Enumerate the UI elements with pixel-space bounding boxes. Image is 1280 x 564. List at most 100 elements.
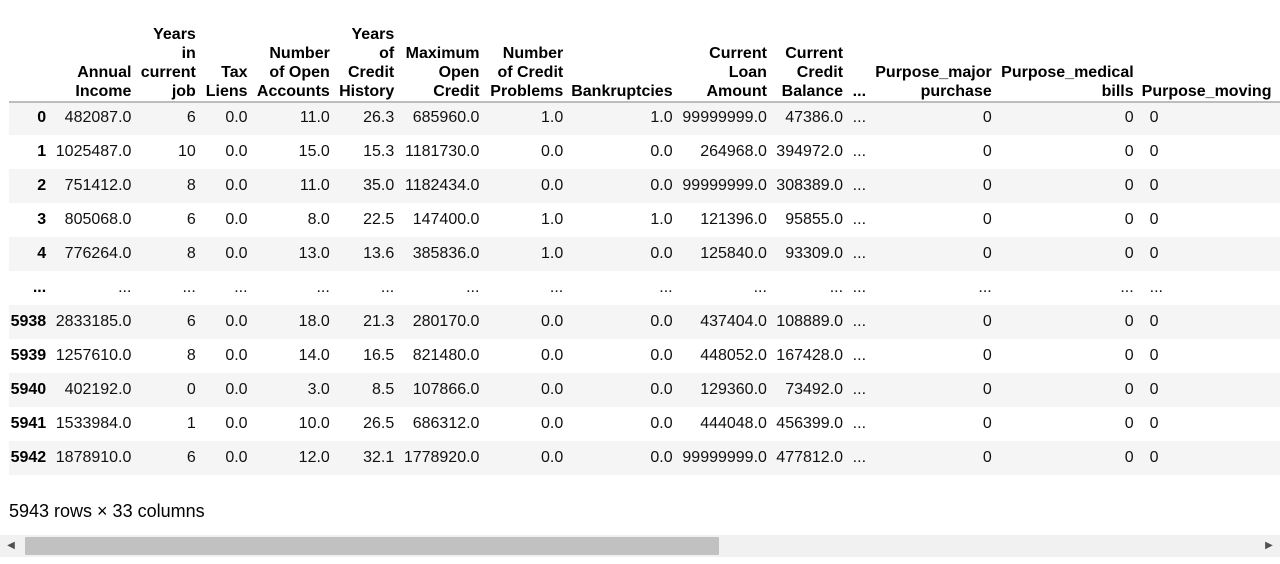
table-cell: 821480.0 (412, 347, 480, 364)
column-header-max-open-credit: Maximum Open Credit (405, 45, 480, 100)
table-cell: ... (852, 109, 867, 126)
table-cell: 1 (186, 415, 196, 432)
table-cell: 0.0 (225, 381, 248, 398)
scroll-right-arrow-icon[interactable]: ▶ (1265, 540, 1273, 551)
table-cell: 1.0 (540, 211, 564, 228)
table-cell: ... (852, 381, 867, 398)
table-cell: 0.0 (225, 313, 248, 330)
column-header-tax-liens: Tax Liens (205, 64, 248, 100)
table-cell: 1.0 (650, 109, 673, 126)
scroll-left-arrow-icon[interactable]: ◀ (7, 540, 15, 551)
table-cell: 73492.0 (785, 381, 844, 398)
table-cell: 13.6 (363, 245, 395, 262)
table-cell: 1181730.0 (405, 143, 480, 160)
table-cell: 0 (982, 313, 992, 330)
table-cell: 32.1 (363, 449, 395, 466)
row-index: 0 (37, 109, 47, 126)
table-cell: 10 (178, 143, 196, 160)
table-cell: 0 (1124, 211, 1134, 228)
table-cell: 0 (1124, 177, 1134, 194)
table-cell: 1025487.0 (55, 143, 132, 160)
table-cell: 0 (1124, 313, 1134, 330)
table-cell: 0.0 (650, 177, 673, 194)
table-cell: 8 (186, 177, 196, 194)
table-cell: 99999999.0 (682, 177, 767, 194)
table-cell: 2833185.0 (55, 313, 132, 330)
table-cell: 8 (186, 245, 196, 262)
row-index: 1 (37, 143, 47, 160)
column-header-open-accounts: Number of Open Accounts (256, 45, 330, 100)
table-cell: ... (182, 279, 196, 296)
table-cell: 0.0 (225, 109, 248, 126)
column-header-ellipsis: ... (852, 83, 867, 100)
column-header-loan-amount: Current Loan Amount (706, 45, 767, 100)
table-cell: 0.0 (540, 449, 564, 466)
table-cell: 437404.0 (700, 313, 767, 330)
column-header-credit-history: Years of Credit History (339, 26, 395, 100)
table-row: ........................................… (9, 271, 1280, 305)
table-cell: 167428.0 (776, 347, 844, 364)
horizontal-scrollbar[interactable]: ◀ ▶ (0, 535, 1280, 557)
table-cell: 108889.0 (776, 313, 844, 330)
row-index: 4 (37, 245, 47, 262)
column-header-credit-problems: Number of Credit Problems (490, 45, 564, 100)
row-index: 5938 (10, 313, 47, 330)
table-cell: 686312.0 (412, 415, 480, 432)
table-cell: 1.0 (650, 211, 673, 228)
table-cell: 0 (1149, 381, 1159, 398)
table-cell: 1257610.0 (55, 347, 132, 364)
table-cell: 6 (186, 109, 196, 126)
table-cell: 93309.0 (785, 245, 844, 262)
column-header-years-in-job: Years in current job (140, 26, 196, 100)
table-cell: ... (852, 347, 867, 364)
column-header-purpose-next: Purpose_moving (1141, 83, 1272, 100)
table-cell: ... (852, 313, 867, 330)
table-cell: 8 (186, 347, 196, 364)
table-cell: 99999999.0 (682, 109, 767, 126)
dataframe-table: Annual Income Years in current job Tax Lie… (9, 0, 1280, 475)
table-cell: ... (852, 143, 867, 160)
table-cell: 0.0 (540, 177, 564, 194)
table-cell: 1878910.0 (55, 449, 132, 466)
table-cell: 0 (1124, 381, 1134, 398)
table-cell: 0.0 (540, 415, 564, 432)
column-header-annual-income: Annual Income (75, 64, 132, 100)
table-cell: ... (659, 279, 673, 296)
table-cell: ... (549, 279, 564, 296)
table-row: 3 805068.0 6 0.0 8.0 22.5 147400.0 1.0 1.0 121396… (9, 203, 1280, 237)
table-cell: 477812.0 (776, 449, 844, 466)
column-header-index (9, 0, 54, 101)
table-cell: 22.5 (363, 211, 395, 228)
table-cell: 107866.0 (412, 381, 480, 398)
table-cell: ... (978, 279, 992, 296)
table-cell: 0.0 (540, 143, 564, 160)
table-cell: 0 (1149, 109, 1159, 126)
table-cell: 13.0 (298, 245, 330, 262)
table-cell: 15.3 (363, 143, 395, 160)
table-cell: 95855.0 (785, 211, 844, 228)
table-cell: 1533984.0 (55, 415, 132, 432)
table-header: Annual Income Years in current job Tax Lie… (9, 0, 1280, 101)
table-cell: 0 (1149, 211, 1159, 228)
column-header-purpose-major: Purpose_major purchase (875, 64, 992, 100)
scrollbar-thumb[interactable] (25, 537, 719, 555)
table-cell: 0 (982, 449, 992, 466)
table-cell: 0 (1124, 415, 1134, 432)
table-cell: 0.0 (650, 313, 673, 330)
table-cell: 448052.0 (700, 347, 767, 364)
table-row: 4 776264.0 8 0.0 13.0 13.6 385836.0 1.0 0.0 12584… (9, 237, 1280, 271)
table-row: 5939 1257610.0 8 0.0 14.0 16.5 821480.0 0.0 0.0 4… (9, 339, 1280, 373)
table-cell: 121396.0 (700, 211, 767, 228)
table-cell: 6 (186, 449, 196, 466)
table-cell: 0.0 (650, 347, 673, 364)
row-index: 3 (37, 211, 47, 228)
table-cell: 0 (1149, 347, 1159, 364)
table-cell: 1182434.0 (405, 177, 480, 194)
row-index: 5939 (10, 347, 47, 364)
table-cell: 0 (1149, 415, 1159, 432)
table-cell: 0.0 (650, 415, 673, 432)
table-cell: 0 (982, 245, 992, 262)
table-cell: 0 (982, 143, 992, 160)
table-cell: 0.0 (650, 245, 673, 262)
table-cell: 129360.0 (700, 381, 767, 398)
